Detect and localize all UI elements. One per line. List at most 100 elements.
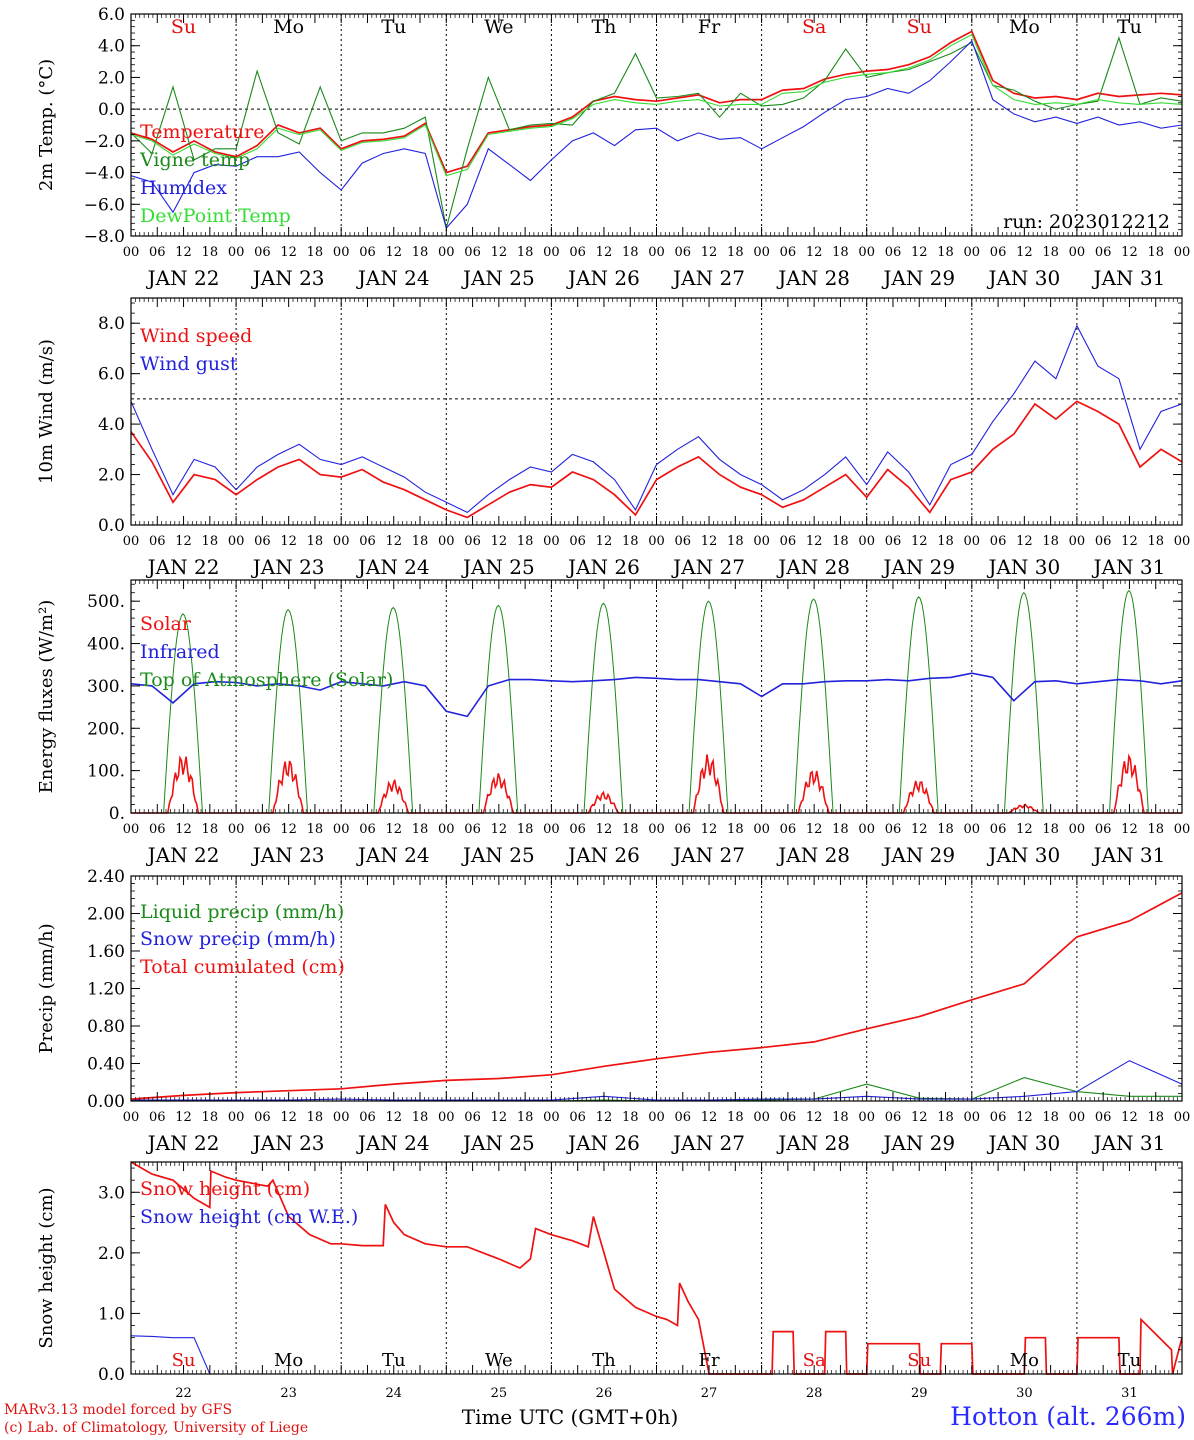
day-name-top: Sa bbox=[802, 16, 826, 38]
hour-tick-label: 06 bbox=[675, 1110, 692, 1125]
hour-tick-label: 06 bbox=[780, 245, 797, 260]
day-number: 30 bbox=[1016, 1386, 1033, 1401]
date-label: JAN 27 bbox=[671, 843, 745, 867]
series-wind-gust bbox=[130, 324, 1183, 514]
hour-tick-label: 12 bbox=[385, 534, 402, 549]
hour-tick-label: 06 bbox=[359, 822, 376, 837]
legend-entry: Humidex bbox=[140, 177, 227, 199]
hour-tick-label: 12 bbox=[175, 1110, 192, 1125]
date-label: JAN 24 bbox=[356, 266, 430, 290]
hour-tick-label: 18 bbox=[937, 822, 954, 837]
hour-tick-label: 06 bbox=[780, 822, 797, 837]
day-name-top: Th bbox=[591, 16, 616, 38]
hour-tick-label: 12 bbox=[596, 534, 613, 549]
date-label: JAN 24 bbox=[356, 555, 430, 579]
date-label: JAN 26 bbox=[566, 555, 640, 579]
hour-tick-label: 18 bbox=[1042, 534, 1059, 549]
date-label: JAN 31 bbox=[1092, 555, 1166, 579]
hour-tick-label: 12 bbox=[385, 822, 402, 837]
date-label: JAN 25 bbox=[461, 555, 535, 579]
hour-tick-label: 18 bbox=[937, 1110, 954, 1125]
hour-tick-label: 18 bbox=[1147, 1110, 1164, 1125]
run-label: run: 2023012212 bbox=[1003, 211, 1170, 233]
hour-tick-label: 12 bbox=[596, 245, 613, 260]
hour-tick-label: 12 bbox=[1016, 245, 1033, 260]
y-tick-label: 100. bbox=[87, 762, 125, 782]
hour-tick-label: 06 bbox=[675, 534, 692, 549]
hour-tick-label: 00 bbox=[123, 822, 140, 837]
hour-tick-label: 18 bbox=[202, 822, 219, 837]
legend-entry: Snow height (cm) bbox=[140, 1178, 310, 1200]
day-name-bottom: Mo bbox=[274, 1350, 303, 1371]
day-name-bottom: We bbox=[485, 1350, 513, 1371]
legend-entry: Infrared bbox=[140, 641, 220, 663]
day-name-bottom: Mo bbox=[1010, 1350, 1039, 1371]
date-label: JAN 26 bbox=[566, 843, 640, 867]
hour-tick-label: 06 bbox=[885, 245, 902, 260]
y-axis-label: Precip (mm/h) bbox=[36, 923, 57, 1053]
hour-tick-label: 00 bbox=[228, 534, 245, 549]
hour-tick-label: 00 bbox=[1174, 1110, 1191, 1125]
y-tick-label: 400. bbox=[87, 635, 125, 655]
panel-temperature: 6.0 4.0 2.0 0.0 −2.0 −4.0 −6.0 −8.0 2m Temp. (°C… bbox=[36, 5, 1190, 290]
y-tick-label: 6.0 bbox=[98, 365, 125, 385]
hour-tick-label: 06 bbox=[569, 534, 586, 549]
hour-tick-label: 00 bbox=[228, 245, 245, 260]
date-label: JAN 25 bbox=[461, 266, 535, 290]
date-label: JAN 24 bbox=[356, 1131, 430, 1155]
hour-tick-label: 00 bbox=[648, 1110, 665, 1125]
day-name-top: Tu bbox=[381, 16, 406, 38]
day-number: 25 bbox=[491, 1386, 508, 1401]
hour-tick-label: 12 bbox=[701, 245, 718, 260]
hour-tick-label: 06 bbox=[569, 245, 586, 260]
hour-tick-label: 00 bbox=[228, 1110, 245, 1125]
hour-tick-label: 00 bbox=[228, 822, 245, 837]
day-number: 23 bbox=[280, 1386, 297, 1401]
legend-entry: Snow height (cm W.E.) bbox=[140, 1206, 358, 1228]
day-name-bottom: Fr bbox=[699, 1350, 720, 1371]
hour-tick-label: 18 bbox=[832, 245, 849, 260]
hour-tick-label: 18 bbox=[727, 534, 744, 549]
panel-wind: 8.0 6.0 4.0 2.0 0.0 10m Wind (m/s) Wind speed W… bbox=[36, 297, 1190, 579]
date-label: JAN 31 bbox=[1092, 266, 1166, 290]
hour-tick-label: 18 bbox=[1042, 1110, 1059, 1125]
date-label: JAN 23 bbox=[251, 555, 325, 579]
hour-tick-label: 00 bbox=[1069, 245, 1086, 260]
day-name-top: Su bbox=[907, 16, 932, 38]
hour-tick-label: 06 bbox=[254, 1110, 271, 1125]
hour-tick-label: 00 bbox=[858, 1110, 875, 1125]
hour-tick-label: 18 bbox=[307, 245, 324, 260]
hour-tick-label: 00 bbox=[648, 534, 665, 549]
hour-tick-label: 00 bbox=[753, 245, 770, 260]
hour-tick-label: 18 bbox=[307, 534, 324, 549]
y-tick-label: 0.00 bbox=[87, 1092, 125, 1112]
hour-tick-label: 06 bbox=[780, 1110, 797, 1125]
hour-tick-label: 18 bbox=[202, 1110, 219, 1125]
panel-snow: 3.0 2.0 1.0 0.0 Snow height (cm) Snow height … bbox=[36, 1161, 1183, 1385]
hour-tick-label: 12 bbox=[596, 1110, 613, 1125]
hour-tick-label: 06 bbox=[359, 534, 376, 549]
date-label: JAN 31 bbox=[1092, 1131, 1166, 1155]
y-tick-label: 3.0 bbox=[98, 1183, 125, 1203]
hour-tick-label: 12 bbox=[911, 245, 928, 260]
hour-tick-label: 12 bbox=[701, 822, 718, 837]
hour-tick-label: 06 bbox=[149, 1110, 166, 1125]
hour-tick-label: 12 bbox=[491, 1110, 508, 1125]
day-name-top: We bbox=[484, 16, 513, 38]
hour-tick-label: 00 bbox=[123, 1110, 140, 1125]
hour-tick-label: 12 bbox=[491, 534, 508, 549]
hour-tick-label: 06 bbox=[1095, 245, 1112, 260]
hour-tick-label: 00 bbox=[753, 1110, 770, 1125]
date-label: JAN 23 bbox=[251, 843, 325, 867]
y-axis-label: Energy fluxes (W/m²) bbox=[36, 600, 57, 794]
date-label: JAN 22 bbox=[146, 1131, 220, 1155]
legend-entry: DewPoint Temp bbox=[140, 205, 291, 227]
hour-tick-label: 06 bbox=[569, 1110, 586, 1125]
hour-tick-label: 06 bbox=[464, 245, 481, 260]
hour-tick-label: 00 bbox=[438, 822, 455, 837]
hour-tick-label: 12 bbox=[701, 534, 718, 549]
hour-tick-label: 18 bbox=[517, 822, 534, 837]
hour-tick-label: 12 bbox=[175, 534, 192, 549]
hour-tick-label: 12 bbox=[806, 1110, 823, 1125]
day-number: 27 bbox=[701, 1386, 718, 1401]
